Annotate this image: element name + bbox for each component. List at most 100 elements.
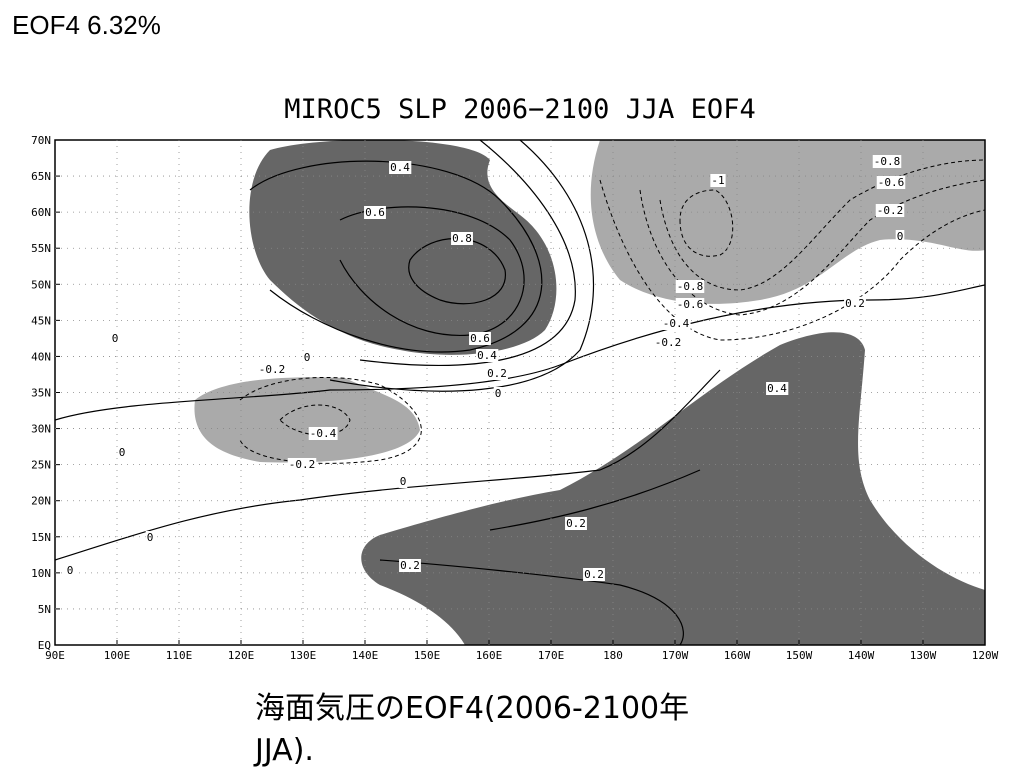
lon-label: 100E: [104, 649, 131, 662]
lon-label: 130W: [910, 649, 937, 662]
lon-label: 160E: [476, 649, 503, 662]
lon-label: 120E: [228, 649, 255, 662]
label-box: [364, 206, 386, 219]
contour-label: 0: [147, 531, 154, 544]
contour-label: 0: [400, 475, 407, 488]
lat-label: 70N: [31, 134, 51, 147]
label-box: [675, 298, 705, 311]
lon-label: 90E: [45, 649, 65, 662]
caption-line: 海面気圧のEOF4(2006-2100年: [255, 691, 690, 726]
label-box: [398, 475, 408, 488]
label-box: [257, 363, 287, 376]
lon-label: 150W: [786, 649, 813, 662]
lon-label: 140E: [352, 649, 379, 662]
contour-label: 0: [67, 564, 74, 577]
lat-label: 45N: [31, 314, 51, 327]
lon-label: 150E: [414, 649, 441, 662]
label-box: [675, 280, 705, 293]
caption-line: JJA).: [255, 733, 314, 768]
contour-label: -1: [711, 174, 724, 187]
negative-region: [194, 377, 420, 463]
graticule: [54, 139, 986, 646]
lat-label: 20N: [31, 495, 51, 508]
label-box: [287, 458, 317, 471]
label-box: [302, 351, 312, 364]
label-box: [710, 174, 726, 187]
label-box: [661, 317, 691, 330]
lat-label: 50N: [31, 278, 51, 291]
contour-label: -0.6: [677, 298, 704, 311]
lon-label: 130E: [290, 649, 317, 662]
contour-label: -0.2: [655, 336, 682, 349]
label-box: [844, 297, 866, 310]
label-box: [469, 332, 491, 345]
label-box: [895, 230, 905, 243]
contour-label: -0.2: [259, 363, 286, 376]
label-box: [653, 336, 683, 349]
lon-label: 170E: [538, 649, 565, 662]
lat-label: 15N: [31, 531, 51, 544]
map-figure: MIROC5 SLP 2006−2100 JJA EOF4: [31, 94, 998, 662]
positive-region: [361, 332, 985, 645]
lat-label: 55N: [31, 242, 51, 255]
lon-label: 110E: [166, 649, 193, 662]
contour-label: 0.4: [477, 349, 497, 362]
shading: [55, 140, 985, 645]
lat-label: 35N: [31, 387, 51, 400]
lon-label: 120W: [972, 649, 999, 662]
label-box: [110, 332, 120, 345]
label-box: [476, 349, 499, 362]
label-box: [872, 155, 902, 168]
contour-label: -0.4: [663, 317, 690, 330]
label-box: [486, 367, 508, 380]
contour-label: -0.8: [874, 155, 901, 168]
lat-label: 5N: [38, 603, 51, 616]
lat-label: 65N: [31, 170, 51, 183]
caption: 海面気圧のEOF4(2006-2100年 JJA).: [255, 688, 689, 772]
contour-label: 0.6: [365, 206, 385, 219]
label-box: [875, 204, 905, 217]
contour-label: 0.2: [400, 559, 420, 572]
contour-label: 0.8: [452, 232, 472, 245]
contour-label: 0: [304, 351, 311, 364]
label-box: [565, 517, 587, 530]
contour-label: 0.4: [390, 161, 410, 174]
contour-label: 0.2: [845, 297, 865, 310]
contour-label: 0: [112, 332, 119, 345]
contour-label: -0.2: [877, 204, 904, 217]
contour-label: 0.2: [584, 568, 604, 581]
map-title: MIROC5 SLP 2006−2100 JJA EOF4: [284, 94, 755, 125]
contour-label: -0.8: [677, 280, 704, 293]
lon-label: 180: [603, 649, 623, 662]
label-box: [583, 568, 605, 581]
contour-label: 0.2: [487, 367, 507, 380]
label-box: [65, 564, 75, 577]
label-box: [876, 176, 906, 189]
label-box: [451, 232, 473, 245]
positive-region: [249, 140, 557, 355]
contour-label: 0.4: [767, 382, 787, 395]
lon-label: 160W: [724, 649, 751, 662]
contour-label: 0: [119, 446, 126, 459]
contour-label: 0.6: [470, 332, 490, 345]
lat-label: 40N: [31, 350, 51, 363]
contour-label: -0.6: [878, 176, 905, 189]
label-box: [766, 382, 789, 395]
lat-label: 30N: [31, 423, 51, 436]
lat-label: 25N: [31, 459, 51, 472]
contour-label: -0.4: [310, 427, 337, 440]
contour-label: 0: [897, 230, 904, 243]
label-box: [493, 387, 503, 400]
labels: 70N 65N 60N 55N 50N 45N 40N 35N 30N 25N 20N 15N 10N 5…: [31, 134, 998, 662]
contour-label: 0: [495, 387, 502, 400]
label-box: [117, 446, 127, 459]
lon-label: 140W: [848, 649, 875, 662]
slide-title: EOF4 6.32%: [12, 10, 161, 40]
negative-region: [590, 140, 985, 304]
lat-label: 60N: [31, 206, 51, 219]
lat-label: 10N: [31, 567, 51, 580]
lat-label: EQ: [38, 639, 51, 652]
label-box: [389, 161, 412, 174]
contour-label: -0.2: [289, 458, 316, 471]
